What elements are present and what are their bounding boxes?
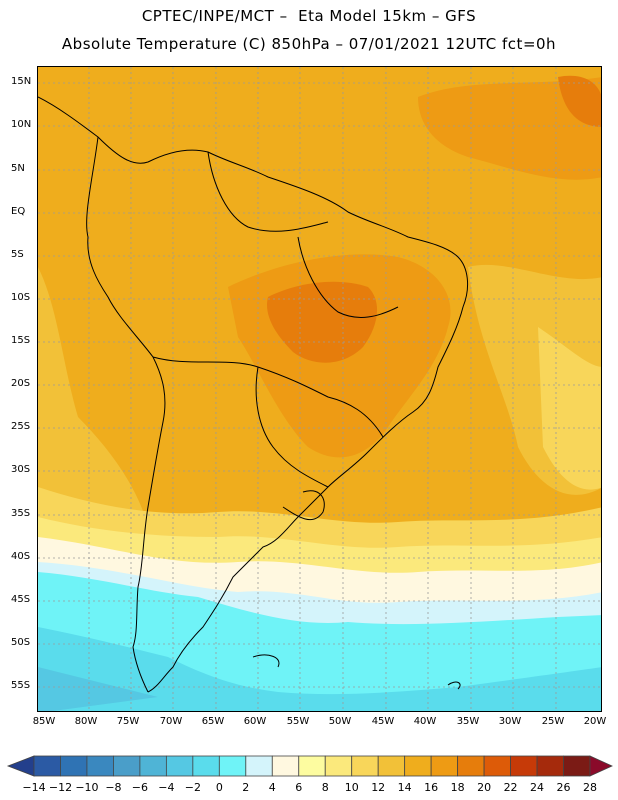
colorbar-tick-label: 2 — [242, 781, 250, 794]
colorbar-arrow-right — [589, 755, 613, 777]
colorbar-cells — [6, 755, 613, 777]
lon-label: 20W — [583, 716, 607, 727]
colorbar-cell — [430, 755, 459, 777]
field-hotter-core — [267, 281, 378, 363]
colorbar-tick-label: −10 — [75, 781, 99, 794]
colorbar-tick-label: −12 — [48, 781, 73, 794]
graticule — [38, 67, 601, 711]
lon-label: 50W — [328, 716, 352, 727]
colorbar-cell — [404, 755, 432, 777]
colorbar-tick-label: 14 — [397, 781, 412, 794]
colorbar-arrow-left — [6, 755, 35, 777]
colorbar-cell — [86, 755, 114, 777]
colorbar-tick-label: 16 — [424, 781, 439, 794]
colorbar-tick-label: 24 — [530, 781, 545, 794]
field-blue — [38, 667, 158, 711]
colorbar-cell — [563, 755, 591, 777]
lon-label: 55W — [286, 716, 310, 727]
lat-label: 35S — [11, 508, 31, 519]
colorbar-cell — [271, 755, 300, 777]
colorbar-tick-label: 28 — [583, 781, 597, 794]
lat-label: 5S — [11, 249, 24, 260]
colorbar-tick-label: 10 — [344, 781, 359, 794]
colorbar-tick-label: 18 — [450, 781, 465, 794]
colorbar-tick-label: 0 — [215, 781, 223, 794]
lon-label: 75W — [116, 716, 140, 727]
colorbar-cell — [483, 755, 511, 777]
colorbar-tick-label: −8 — [105, 781, 122, 794]
colorbar-cell — [351, 755, 379, 777]
temperature-map — [37, 66, 602, 712]
lon-label: 80W — [74, 716, 98, 727]
colorbar-cell — [377, 755, 406, 777]
lon-label: 25W — [541, 716, 565, 727]
colorbar-cell — [218, 755, 247, 777]
colorbar-cell — [139, 755, 167, 777]
colorbar-tick-label: −6 — [131, 781, 148, 794]
colorbar-cell — [165, 755, 194, 777]
lat-label: 5N — [11, 163, 25, 174]
colorbar-tick-label: 6 — [295, 781, 303, 794]
field-hot-north — [418, 77, 601, 180]
lat-label: 25S — [11, 421, 31, 432]
colorbar-cell — [113, 755, 141, 777]
lon-label: 65W — [201, 716, 225, 727]
colorbar-tick-label: 20 — [477, 781, 492, 794]
lon-label: 30W — [498, 716, 522, 727]
lat-label: EQ — [11, 206, 26, 217]
lon-label: 85W — [32, 716, 56, 727]
colorbar-tick-label: 22 — [503, 781, 518, 794]
lat-label: 20S — [11, 378, 31, 389]
map-canvas — [38, 67, 601, 711]
colorbar-cell — [510, 755, 538, 777]
colorbar-cell — [536, 755, 564, 777]
lat-label: 10S — [11, 292, 31, 303]
colorbar-cell — [33, 755, 61, 777]
map-title: CPTEC/INPE/MCT – Eta Model 15km – GFS — [141, 7, 477, 25]
colorbar-cell — [324, 755, 353, 777]
lat-label: 55S — [11, 680, 31, 691]
colorbar-tick-label: −14 — [22, 781, 46, 794]
colorbar-tick-label: 26 — [556, 781, 571, 794]
lat-label: 15S — [11, 335, 31, 346]
colorbar — [6, 755, 613, 777]
map-subtitle: Absolute Temperature (C) 850hPa – 07/01/… — [61, 35, 557, 53]
colorbar-tick-label: 12 — [371, 781, 386, 794]
lat-label: 10N — [11, 119, 32, 130]
lat-label: 15N — [11, 76, 32, 87]
colorbar-cell — [298, 755, 326, 777]
field-cyan2 — [38, 627, 601, 711]
colorbar-cell — [60, 755, 88, 777]
colorbar-tick-label: −2 — [184, 781, 201, 794]
lon-label: 60W — [243, 716, 267, 727]
coastline — [38, 96, 469, 693]
lat-label: 40S — [11, 551, 31, 562]
colorbar-cell — [457, 755, 485, 777]
field-warm-light-west — [38, 267, 148, 537]
lat-label: 45S — [11, 594, 31, 605]
lon-label: 70W — [159, 716, 183, 727]
colorbar-tick-label: −4 — [158, 781, 175, 794]
field-hot-ne — [558, 75, 601, 127]
lat-label: 30S — [11, 464, 31, 475]
colorbar-cell — [245, 755, 273, 777]
lon-label: 35W — [456, 716, 480, 727]
colorbar-tick-label: 4 — [268, 781, 276, 794]
colorbar-cell — [192, 755, 220, 777]
lon-label: 40W — [413, 716, 437, 727]
lon-label: 45W — [371, 716, 395, 727]
field-mild-east — [538, 327, 601, 490]
lat-label: 50S — [11, 637, 31, 648]
colorbar-tick-label: 8 — [321, 781, 329, 794]
